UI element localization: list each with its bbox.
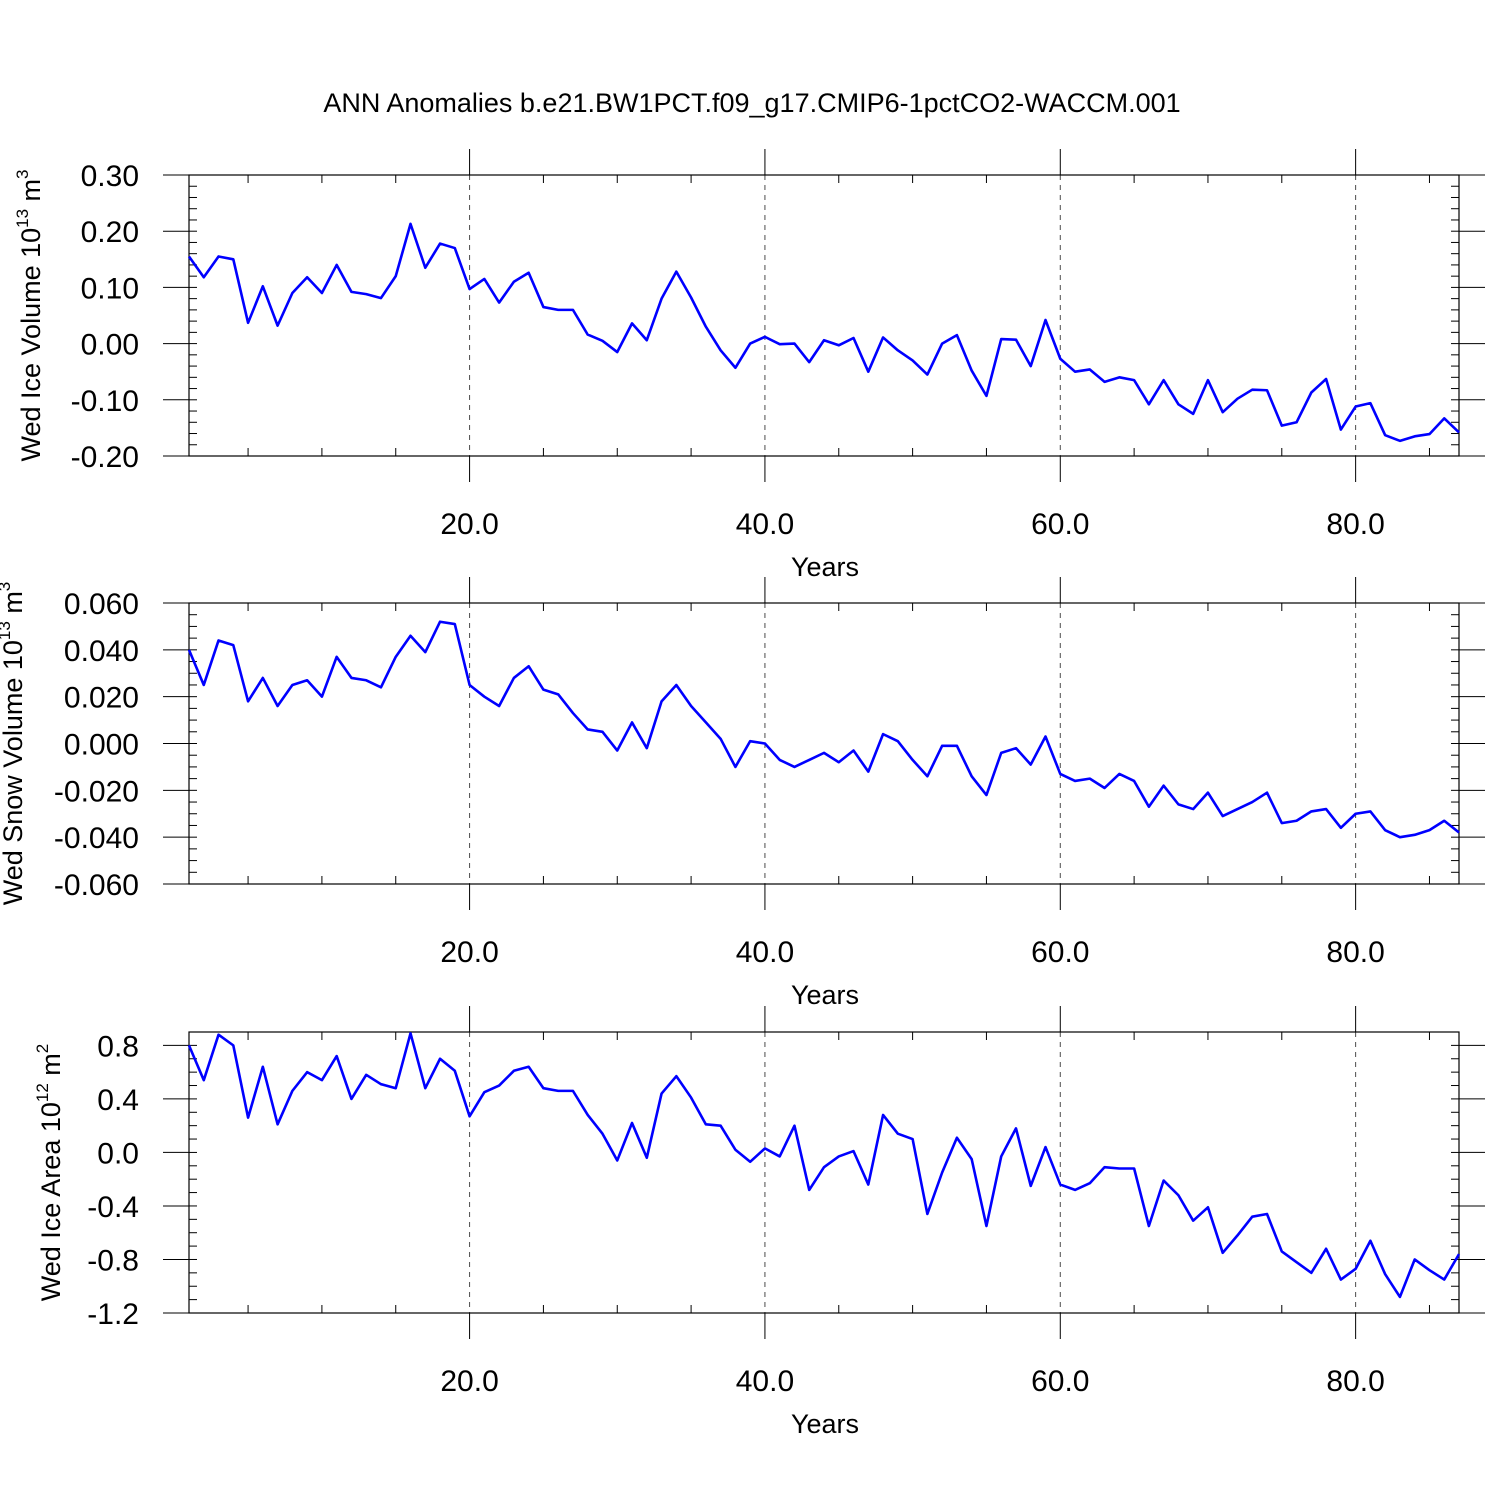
y-tick-label: 0.00 (81, 329, 139, 362)
y-axis-title: Wed Ice Volume 1013 m3 (13, 169, 46, 461)
x-tick-label: 60.0 (1031, 936, 1089, 969)
x-axis-title: Years (791, 980, 859, 1010)
panel-3: 20.0 40.0 60.0 80.0 -1.2 -0.8 -0.4 0.0 0.4 0.8 Yea… (33, 1006, 1485, 1439)
y-axis-title: Wed Ice Area 1012 m2 (33, 1044, 66, 1302)
series-line (187, 620, 1460, 839)
y-tick-label: 0.000 (64, 729, 139, 762)
x-tick-label: 60.0 (1031, 1365, 1089, 1398)
y-tick-label: 0.30 (81, 160, 139, 193)
plot-frame (188, 1031, 1460, 1314)
y-tick-label: -0.4 (87, 1191, 139, 1224)
x-axis-title: Years (791, 1409, 859, 1439)
y-tick-label: -1.2 (87, 1298, 139, 1331)
y-tick-label: 0.4 (97, 1084, 139, 1117)
y-tick-label: 0.0 (97, 1137, 139, 1170)
figure-title: ANN Anomalies b.e21.BW1PCT.f09_g17.CMIP6… (323, 88, 1180, 118)
y-tick-label: -0.040 (54, 822, 139, 855)
y-tick-label: 0.060 (64, 588, 139, 621)
panel-2: 20.0 40.0 60.0 80.0 -0.060 -0.040 -0.020 0.000 0… (0, 577, 1485, 1010)
y-tick-label: -0.060 (54, 869, 139, 902)
x-tick-label: 80.0 (1326, 936, 1384, 969)
y-tick-label: 0.20 (81, 216, 139, 249)
x-tick-label: 40.0 (736, 1365, 794, 1398)
plot-frame (188, 174, 1460, 457)
x-tick-label: 80.0 (1326, 1365, 1384, 1398)
y-tick-label: 0.020 (64, 682, 139, 715)
y-tick-label: -0.10 (71, 385, 139, 418)
plot-frame (188, 602, 1460, 885)
x-tick-label: 40.0 (736, 508, 794, 541)
y-tick-label: 0.10 (81, 272, 139, 305)
y-axis-title: Wed Snow Volume 1013 m3 (0, 582, 28, 906)
series-line (187, 222, 1460, 443)
x-tick-label: 20.0 (440, 936, 498, 969)
x-axis-title: Years (791, 552, 859, 582)
x-tick-label: 20.0 (440, 508, 498, 541)
x-tick-label: 20.0 (440, 1365, 498, 1398)
y-tick-label: 0.8 (97, 1030, 139, 1063)
x-tick-label: 80.0 (1326, 508, 1384, 541)
y-tick-label: 0.040 (64, 635, 139, 668)
x-tick-label: 40.0 (736, 936, 794, 969)
series-line (187, 1032, 1461, 1299)
y-tick-label: -0.8 (87, 1244, 139, 1277)
x-tick-label: 60.0 (1031, 508, 1089, 541)
y-tick-label: -0.020 (54, 775, 139, 808)
y-tick-label: -0.20 (71, 441, 139, 474)
panel-1: 20.0 40.0 60.0 80.0 -0.20 -0.10 0.00 0.10 0.20 0.… (13, 149, 1485, 582)
